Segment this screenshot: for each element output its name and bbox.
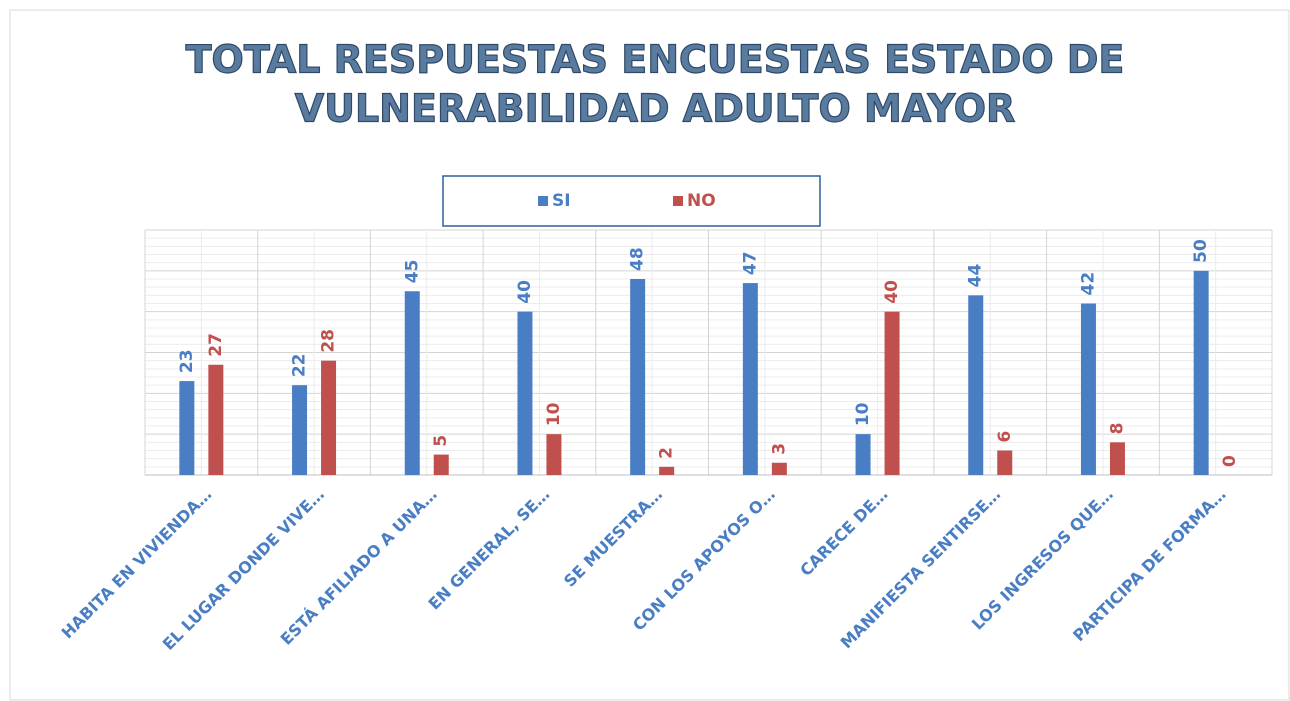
data-label: 45 — [402, 260, 422, 284]
data-label: 0 — [1220, 455, 1240, 467]
bar — [546, 434, 562, 475]
data-label: 42 — [1078, 272, 1098, 296]
bar — [179, 381, 195, 475]
bar — [208, 364, 224, 475]
bar — [884, 311, 900, 475]
chart-title: VULNERABILIDAD ADULTO MAYOR — [295, 87, 1016, 131]
legend-label: SI — [552, 191, 571, 211]
bar — [1193, 270, 1209, 475]
legend-box — [442, 175, 821, 227]
bar — [659, 466, 675, 475]
data-label: 48 — [628, 247, 648, 271]
legend-label: NO — [687, 191, 716, 211]
data-label: 40 — [882, 280, 902, 304]
data-label: 40 — [515, 280, 535, 304]
data-label: 6 — [995, 431, 1015, 443]
data-label: 2 — [657, 447, 677, 459]
data-label: 3 — [769, 443, 789, 455]
bar — [855, 434, 871, 475]
data-label: 47 — [740, 251, 760, 275]
chart-frame — [9, 9, 1290, 701]
bar — [1109, 442, 1125, 475]
data-label: 23 — [177, 349, 197, 373]
data-label: 10 — [544, 402, 564, 426]
bar — [742, 283, 758, 475]
bar — [433, 454, 449, 475]
bar — [630, 279, 646, 475]
bar — [292, 385, 308, 475]
data-label: 27 — [206, 333, 226, 357]
bar — [997, 450, 1013, 475]
bar — [771, 462, 787, 475]
bar — [968, 295, 984, 475]
bar — [404, 291, 420, 475]
data-label: 28 — [319, 329, 339, 353]
bar — [1080, 303, 1096, 475]
legend-swatch — [538, 196, 548, 206]
data-label: 44 — [966, 264, 986, 288]
legend-swatch — [673, 196, 683, 206]
data-label: 22 — [290, 353, 310, 377]
data-label: 10 — [853, 402, 873, 426]
data-label: 8 — [1107, 422, 1127, 434]
bar — [321, 360, 337, 475]
data-label: 50 — [1191, 239, 1211, 263]
chart-title: TOTAL RESPUESTAS ENCUESTAS ESTADO DE — [186, 38, 1125, 82]
bar — [517, 311, 533, 475]
data-label: 5 — [431, 435, 451, 447]
